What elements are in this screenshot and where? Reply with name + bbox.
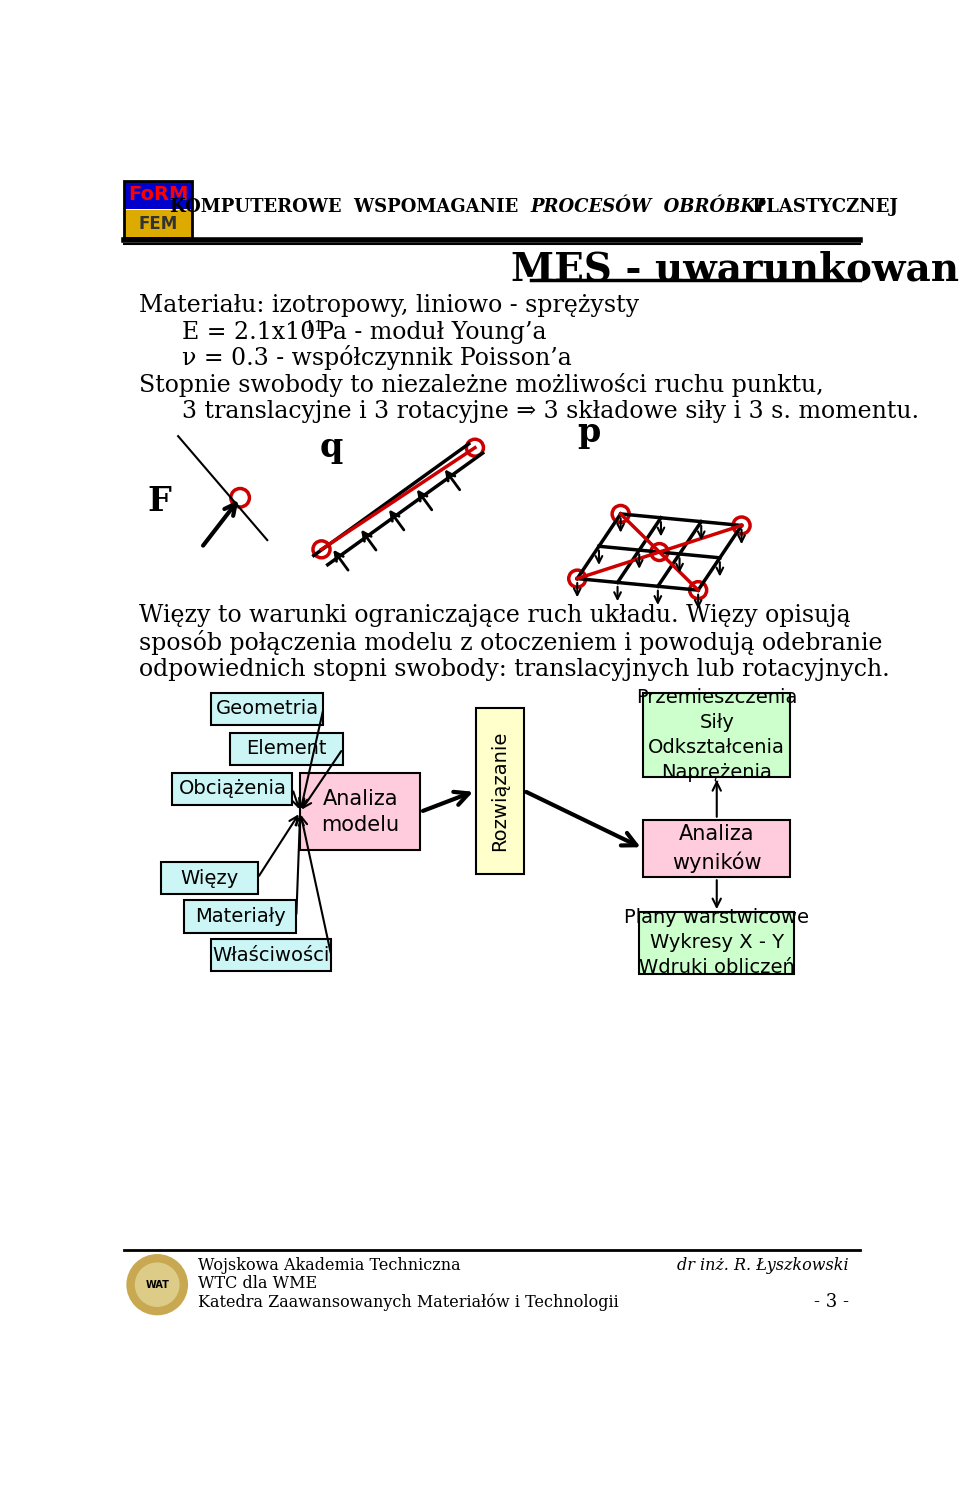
- Text: Materiały: Materiały: [195, 907, 285, 927]
- Text: 3 translacyjne i 3 rotacyjne ⇒ 3 składowe siły i 3 s. momentu.: 3 translacyjne i 3 rotacyjne ⇒ 3 składow…: [182, 399, 919, 423]
- Text: - 3 -: - 3 -: [813, 1293, 849, 1311]
- Bar: [172, 772, 293, 805]
- Text: FEM: FEM: [138, 215, 178, 233]
- Text: Geometria: Geometria: [216, 699, 319, 719]
- Text: Materiału: izotropowy, liniowo - sprężysty: Materiału: izotropowy, liniowo - sprężys…: [139, 294, 639, 316]
- Bar: [184, 900, 297, 933]
- Bar: [643, 820, 790, 878]
- Text: dr inż. R. Łyszkowski: dr inż. R. Łyszkowski: [677, 1256, 849, 1274]
- Text: ν = 0.3 - współczynnik Poisson’a: ν = 0.3 - współczynnik Poisson’a: [182, 345, 572, 370]
- Text: Element: Element: [247, 740, 326, 759]
- Bar: [476, 708, 524, 873]
- Text: PLASTYCZNEJ: PLASTYCZNEJ: [740, 199, 898, 217]
- Text: Wojskowa Akademia Techniczna: Wojskowa Akademia Techniczna: [198, 1256, 460, 1274]
- Text: Więzy: Więzy: [180, 869, 238, 888]
- Text: sposób połączenia modelu z otoczeniem i powodują odebranie: sposób połączenia modelu z otoczeniem i …: [139, 630, 883, 655]
- Text: odpowiednich stopni swobody: translacyjnych lub rotacyjnych.: odpowiednich stopni swobody: translacyjn…: [139, 658, 890, 682]
- Text: F: F: [147, 486, 171, 518]
- Bar: [211, 939, 331, 971]
- Text: Przemieszczenia
Siły
Odkształcenia
Naprężenia: Przemieszczenia Siły Odkształcenia Naprę…: [636, 688, 798, 783]
- Circle shape: [135, 1264, 179, 1307]
- Text: Pa - moduł Young’a: Pa - moduł Young’a: [318, 321, 546, 343]
- Bar: [124, 209, 192, 238]
- Text: PROCESÓW  OBRÓBKI: PROCESÓW OBRÓBKI: [531, 199, 765, 217]
- Text: Rozwiązanie: Rozwiązanie: [491, 731, 509, 851]
- Text: WAT: WAT: [145, 1280, 169, 1289]
- Circle shape: [128, 1255, 186, 1314]
- Text: p: p: [577, 416, 601, 448]
- Bar: [124, 181, 192, 238]
- Bar: [160, 861, 257, 894]
- Text: KOMPUTEROWE  WSPOMAGANIE: KOMPUTEROWE WSPOMAGANIE: [170, 199, 531, 217]
- Bar: [230, 732, 343, 765]
- Text: Więzy to warunki ograniczające ruch układu. Więzy opisują: Więzy to warunki ograniczające ruch ukła…: [139, 604, 851, 627]
- Text: E = 2.1x10: E = 2.1x10: [182, 321, 315, 343]
- Text: WTC dla WME: WTC dla WME: [198, 1274, 317, 1292]
- Bar: [300, 774, 420, 851]
- Text: Analiza
wyników: Analiza wyników: [672, 824, 761, 873]
- Text: Analiza
modelu: Analiza modelu: [322, 789, 399, 835]
- Text: Katedra Zaawansowanych Materiałów i Technologii: Katedra Zaawansowanych Materiałów i Tech…: [198, 1293, 618, 1311]
- Text: FoRM: FoRM: [128, 184, 188, 203]
- Bar: [124, 181, 192, 209]
- Text: Obciążenia: Obciążenia: [179, 780, 286, 799]
- Text: MES - uwarunkowania: MES - uwarunkowania: [512, 249, 960, 288]
- Text: Plany warstwicowe
Wykresy X - Y
Wdruki obliczeń: Plany warstwicowe Wykresy X - Y Wdruki o…: [624, 909, 809, 977]
- Text: q: q: [320, 431, 344, 465]
- Bar: [643, 692, 790, 777]
- Text: Stopnie swobody to niezależne możliwości ruchu punktu,: Stopnie swobody to niezależne możliwości…: [139, 373, 824, 396]
- Text: 11: 11: [304, 319, 324, 334]
- Text: Właściwości: Właściwości: [212, 946, 330, 965]
- Bar: [639, 912, 794, 974]
- Bar: [211, 692, 324, 725]
